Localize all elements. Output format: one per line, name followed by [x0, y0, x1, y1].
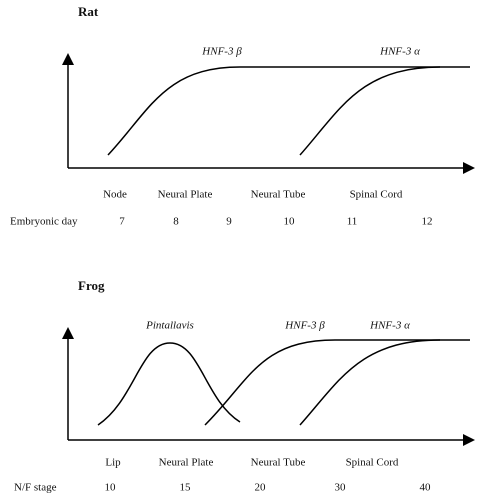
curve [97, 342, 241, 426]
stage-number: 40 [420, 482, 432, 494]
stage-label: Neural Tube [251, 457, 306, 469]
day-label: 10 [284, 216, 296, 228]
stage-label: Spinal Cord [346, 457, 399, 469]
curve-label: HNF-3 β [284, 320, 325, 332]
curve [107, 66, 470, 156]
axis-label: Embryonic day [10, 216, 78, 228]
stage-label: Spinal Cord [350, 189, 403, 201]
stage-number: 15 [180, 482, 192, 494]
curve-label: HNF-3 α [379, 46, 420, 58]
curve [299, 339, 441, 426]
stage-label: Node [103, 189, 127, 201]
stage-number: 30 [335, 482, 347, 494]
day-label: 11 [347, 216, 358, 228]
axis-label: N/F stage [14, 482, 57, 494]
day-label: 12 [422, 216, 433, 228]
panel-title: Rat [78, 4, 99, 19]
day-label: 8 [173, 216, 179, 228]
stage-label: Neural Plate [159, 457, 214, 469]
stage-label: Neural Plate [158, 189, 213, 201]
panel-title: Frog [78, 278, 105, 293]
curve [204, 339, 470, 426]
stage-number: 10 [105, 482, 117, 494]
day-label: 9 [226, 216, 232, 228]
stage-number: 20 [255, 482, 267, 494]
curve-label: HNF-3 α [369, 320, 410, 332]
curve [299, 66, 441, 156]
stage-label: Lip [105, 457, 121, 469]
curve-label: Pintallavis [145, 320, 194, 332]
day-label: 7 [119, 216, 125, 228]
stage-label: Neural Tube [251, 189, 306, 201]
curve-label: HNF-3 β [201, 46, 242, 58]
